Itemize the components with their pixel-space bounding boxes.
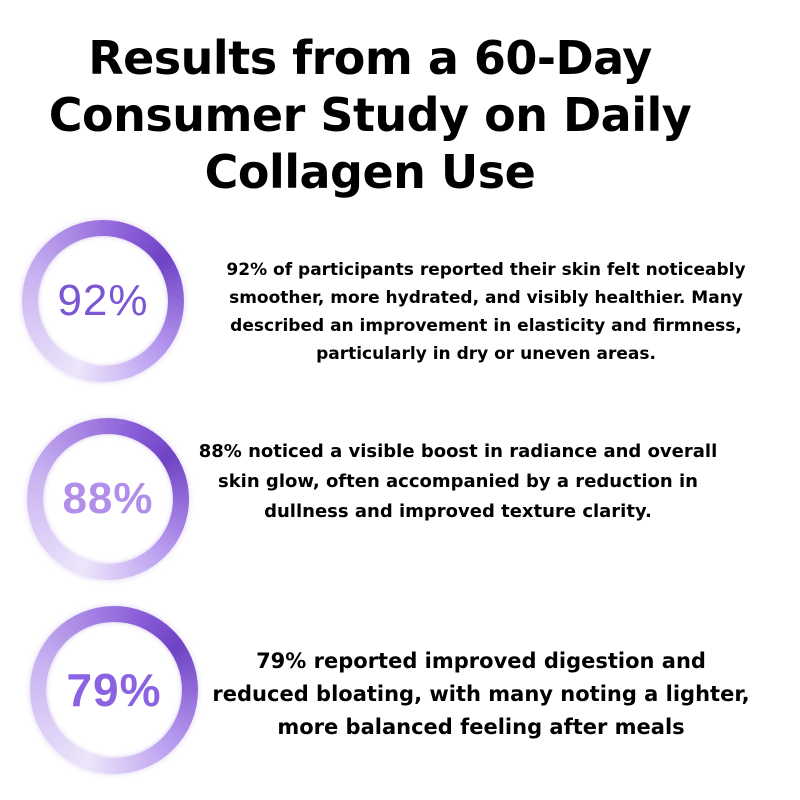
- stat-ring-79: 79%: [30, 606, 198, 774]
- stat-description-88: 88% noticed a visible boost in radiance …: [198, 441, 718, 522]
- title-line-2: Consumer Study on Daily: [48, 88, 692, 142]
- title-line-3: Collagen Use: [204, 145, 536, 199]
- title-line-1: Results from a 60-Day: [88, 31, 652, 85]
- stat-ring-88: 88%: [27, 418, 189, 580]
- stat-description-92: 92% of participants reported their skin …: [226, 260, 746, 364]
- stat-percent-88: 88%: [62, 474, 154, 523]
- stat-percent-79: 79%: [66, 664, 162, 716]
- stat-ring-92: 92%: [22, 220, 184, 382]
- stat-percent-92: 92%: [57, 276, 149, 325]
- stat-description-79: 79% reported improved digestion and redu…: [212, 649, 750, 739]
- page-title: Results from a 60-Day Consumer Study on …: [20, 30, 720, 201]
